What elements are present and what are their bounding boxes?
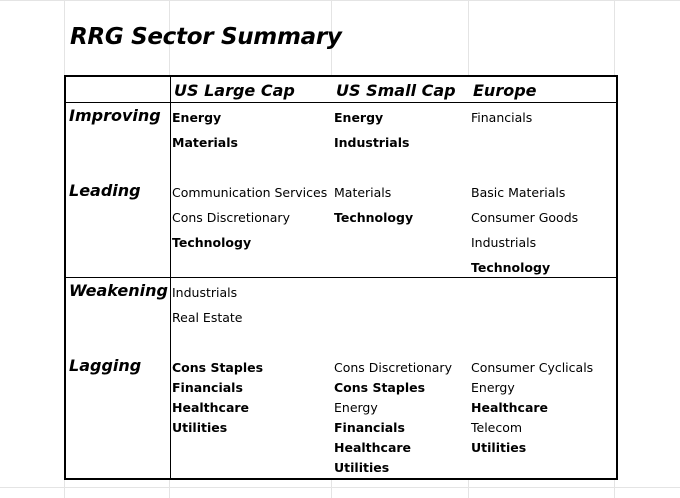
sector-cell-lagging-europe: Telecom bbox=[471, 420, 523, 435]
sector-cell-improving-us-large-cap: Energy bbox=[172, 110, 222, 125]
column-header-us-small-cap: US Small Cap bbox=[336, 81, 456, 100]
sector-cell-lagging-us-small-cap: Financials bbox=[334, 420, 405, 435]
rrg-summary-table: US Large Cap US Small Cap Europe Improvi… bbox=[64, 75, 618, 480]
header-divider bbox=[66, 102, 616, 103]
column-header-europe: Europe bbox=[473, 81, 537, 100]
sector-cell-leading-us-large-cap: Communication Services bbox=[172, 185, 328, 200]
sector-cell-lagging-europe: Utilities bbox=[471, 440, 527, 455]
sector-cell-leading-us-small-cap: Technology bbox=[334, 210, 414, 225]
sheet-gridline bbox=[0, 0, 680, 1]
quadrant-label-lagging: Lagging bbox=[69, 356, 142, 375]
sector-cell-lagging-us-large-cap: Healthcare bbox=[172, 400, 250, 415]
sector-cell-lagging-us-large-cap: Financials bbox=[172, 380, 243, 395]
sector-cell-improving-us-small-cap: Industrials bbox=[334, 135, 410, 150]
sector-cell-improving-europe: Financials bbox=[471, 110, 533, 125]
page-title: RRG Sector Summary bbox=[70, 24, 342, 50]
sector-cell-lagging-us-large-cap: Cons Staples bbox=[172, 360, 264, 375]
quadrant-divider bbox=[66, 277, 616, 278]
sector-cell-lagging-europe: Consumer Cyclicals bbox=[471, 360, 594, 375]
sector-cell-lagging-europe: Energy bbox=[471, 380, 515, 395]
sector-cell-lagging-us-small-cap: Cons Staples bbox=[334, 380, 426, 395]
sector-cell-lagging-us-small-cap: Utilities bbox=[334, 460, 390, 475]
column-header-us-large-cap: US Large Cap bbox=[174, 81, 295, 100]
sector-cell-lagging-us-small-cap: Cons Discretionary bbox=[334, 360, 452, 375]
sector-cell-weakening-us-large-cap: Real Estate bbox=[172, 310, 243, 325]
sector-cell-leading-us-large-cap: Technology bbox=[172, 235, 252, 250]
sheet-gridline bbox=[0, 487, 680, 488]
sector-cell-lagging-us-small-cap: Energy bbox=[334, 400, 378, 415]
quadrant-label-weakening: Weakening bbox=[69, 281, 168, 300]
sector-cell-improving-us-small-cap: Energy bbox=[334, 110, 384, 125]
sector-cell-leading-europe: Technology bbox=[471, 260, 551, 275]
sector-cell-leading-us-large-cap: Cons Discretionary bbox=[172, 210, 290, 225]
sector-cell-lagging-europe: Healthcare bbox=[471, 400, 549, 415]
sector-cell-weakening-us-large-cap: Industrials bbox=[172, 285, 238, 300]
sector-cell-leading-us-small-cap: Materials bbox=[334, 185, 392, 200]
sector-cell-lagging-us-large-cap: Utilities bbox=[172, 420, 228, 435]
sector-cell-leading-europe: Industrials bbox=[471, 235, 537, 250]
sector-cell-leading-europe: Basic Materials bbox=[471, 185, 566, 200]
sector-cell-leading-europe: Consumer Goods bbox=[471, 210, 579, 225]
quadrant-label-leading: Leading bbox=[69, 181, 141, 200]
sector-cell-lagging-us-small-cap: Healthcare bbox=[334, 440, 412, 455]
quadrant-label-improving: Improving bbox=[69, 106, 161, 125]
sector-cell-improving-us-large-cap: Materials bbox=[172, 135, 238, 150]
